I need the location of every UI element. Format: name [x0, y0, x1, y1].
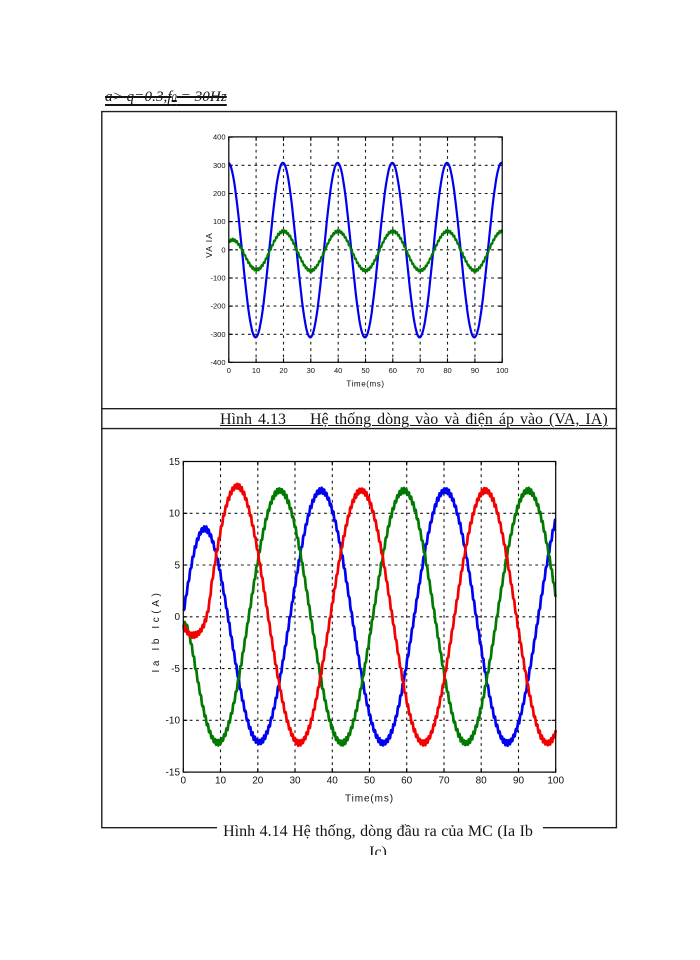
svg-text:50: 50: [364, 776, 376, 787]
svg-text:400: 400: [213, 133, 226, 142]
svg-text:0: 0: [174, 612, 180, 623]
svg-text:0: 0: [181, 776, 187, 787]
svg-text:90: 90: [471, 366, 479, 375]
svg-text:60: 60: [401, 776, 413, 787]
svg-text:10: 10: [215, 776, 227, 787]
svg-text:-200: -200: [210, 302, 225, 311]
svg-text:10: 10: [252, 366, 260, 375]
svg-text:0: 0: [227, 366, 231, 375]
svg-text:-15: -15: [166, 768, 181, 779]
svg-text:50: 50: [361, 366, 369, 375]
svg-text:80: 80: [443, 366, 451, 375]
svg-text:30: 30: [307, 366, 315, 375]
svg-text:0: 0: [221, 245, 225, 254]
svg-text:20: 20: [279, 366, 287, 375]
svg-text:-100: -100: [210, 274, 225, 283]
svg-text:Time(ms): Time(ms): [346, 380, 384, 389]
svg-text:70: 70: [416, 366, 424, 375]
svg-text:300: 300: [213, 161, 226, 170]
svg-text:80: 80: [476, 776, 488, 787]
svg-text:200: 200: [213, 189, 226, 198]
svg-text:-300: -300: [210, 330, 225, 339]
svg-text:20: 20: [252, 776, 264, 787]
svg-text:70: 70: [438, 776, 450, 787]
svg-text:15: 15: [169, 457, 181, 468]
svg-text:30: 30: [289, 776, 301, 787]
svg-text:100: 100: [496, 366, 509, 375]
svg-text:5: 5: [174, 560, 180, 571]
svg-text:10: 10: [169, 509, 181, 520]
svg-text:-400: -400: [210, 358, 225, 367]
svg-text:-5: -5: [171, 664, 180, 675]
svg-text:Time(ms): Time(ms): [345, 794, 394, 805]
svg-text:-10: -10: [166, 716, 181, 727]
svg-text:VA IA: VA IA: [204, 232, 214, 258]
svg-text:100: 100: [547, 776, 564, 787]
svg-text:40: 40: [334, 366, 342, 375]
svg-text:60: 60: [389, 366, 397, 375]
svg-text:40: 40: [327, 776, 339, 787]
svg-text:Ia Ib Ic(A): Ia Ib Ic(A): [151, 590, 162, 673]
svg-text:90: 90: [513, 776, 525, 787]
svg-text:100: 100: [213, 217, 226, 226]
